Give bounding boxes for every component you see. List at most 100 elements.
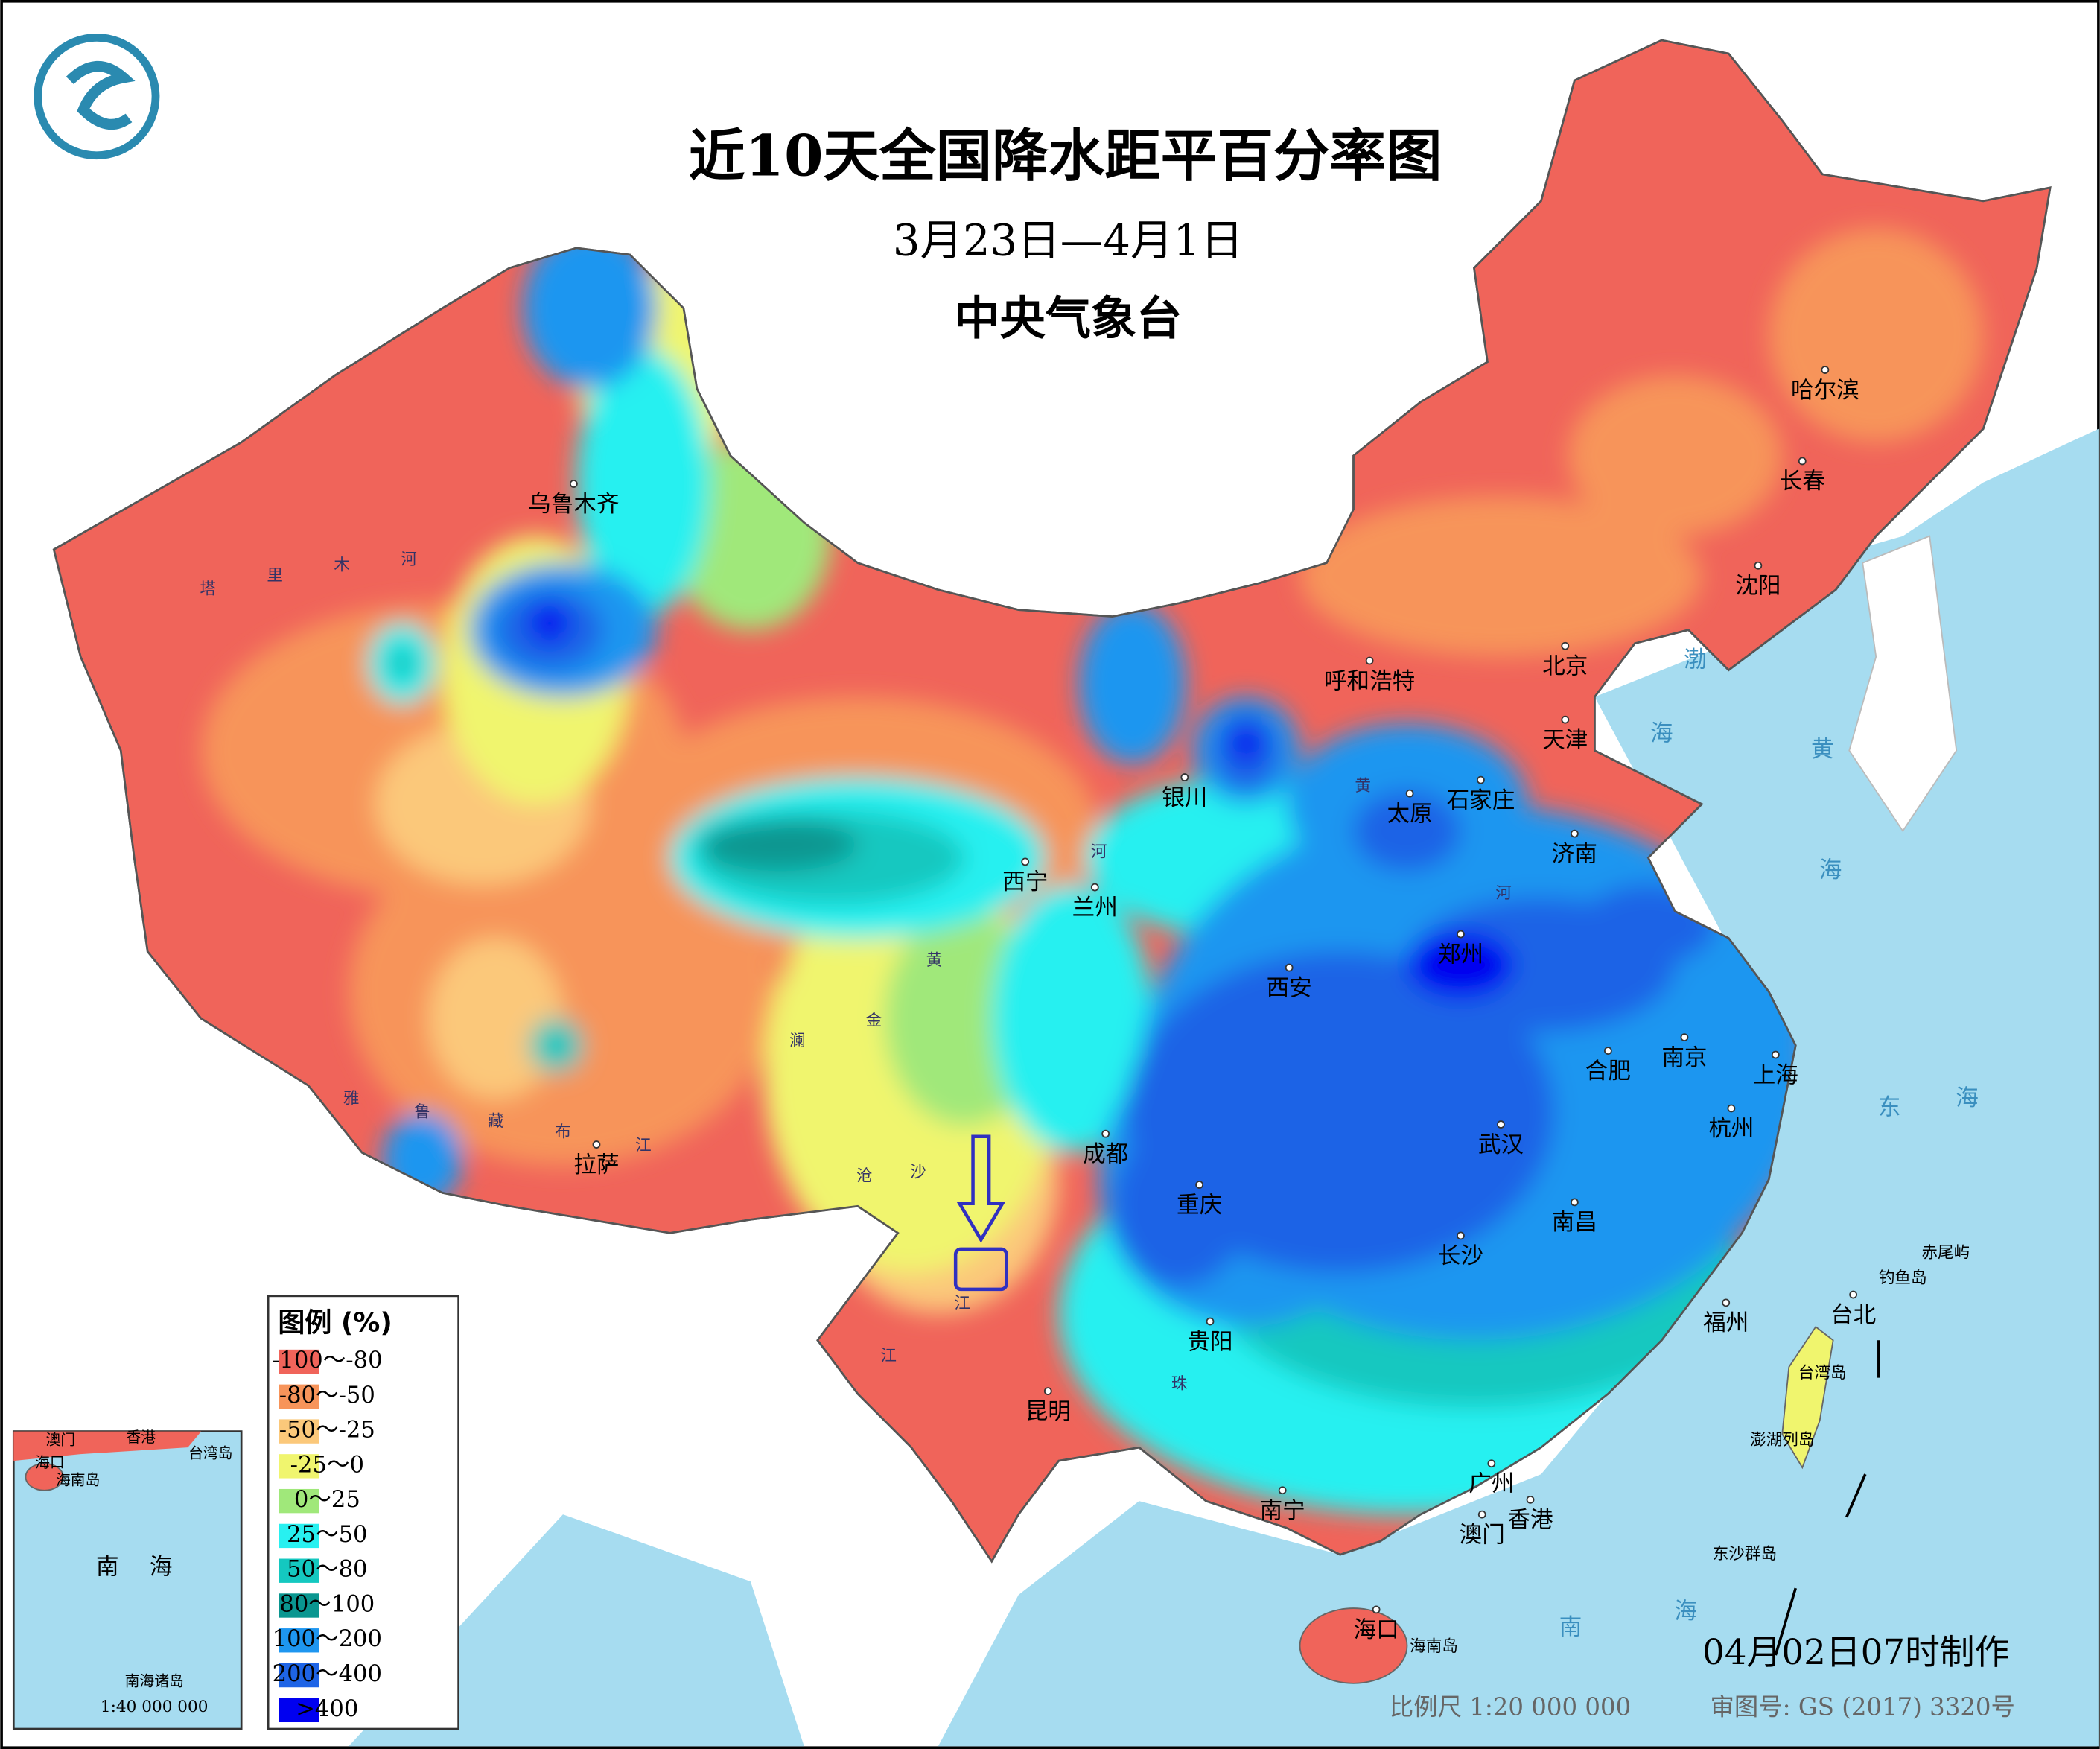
precip-blob bbox=[1112, 1126, 1247, 1287]
legend-title: 图例 (%) bbox=[278, 1308, 392, 1339]
city-label: 乌鲁木齐 bbox=[528, 492, 619, 518]
city-label: 哈尔滨 bbox=[1791, 378, 1859, 404]
river-label: 江 bbox=[880, 1347, 897, 1365]
city-dot bbox=[1278, 1486, 1287, 1495]
sea-label: 东 bbox=[1878, 1094, 1901, 1120]
city-dot bbox=[1487, 1459, 1496, 1468]
highlight-box bbox=[953, 1247, 1008, 1292]
city-dot bbox=[1526, 1495, 1535, 1504]
city-label: 西安 bbox=[1267, 975, 1312, 1001]
hainan bbox=[1299, 1607, 1408, 1684]
inset-label: 南海诸岛 bbox=[125, 1673, 184, 1690]
city-label: 澳门 bbox=[1460, 1522, 1505, 1548]
legend-label: 25～50 bbox=[287, 1522, 367, 1548]
city-dot bbox=[1561, 641, 1570, 650]
river-label: 鲁 bbox=[414, 1102, 430, 1121]
scale: 比例尺 1:20 000 000 bbox=[1390, 1693, 1631, 1721]
city-dot bbox=[1405, 789, 1414, 798]
city-label: 台北 bbox=[1830, 1302, 1876, 1328]
logo-mark bbox=[66, 60, 136, 130]
boundary-mark bbox=[1845, 1473, 1867, 1518]
inset-land bbox=[13, 1431, 202, 1461]
city-label: 贵阳 bbox=[1187, 1329, 1232, 1355]
river-label: 黄 bbox=[1355, 777, 1371, 796]
legend-swatch bbox=[279, 1488, 319, 1514]
city-dot bbox=[569, 480, 578, 488]
inset-label: 海口 bbox=[35, 1454, 65, 1471]
river-label: 里 bbox=[267, 567, 283, 585]
river-label: 藏 bbox=[488, 1112, 504, 1131]
city-dot bbox=[1603, 1047, 1612, 1055]
city-dot bbox=[1206, 1317, 1215, 1326]
city-label: 太原 bbox=[1387, 801, 1433, 827]
legend-label: -80～-50 bbox=[279, 1383, 375, 1409]
legend-swatch bbox=[279, 1349, 319, 1374]
sea-label: 海 bbox=[1674, 1599, 1697, 1625]
sea-label: 海 bbox=[1819, 857, 1842, 883]
city-dot bbox=[1457, 1231, 1465, 1240]
city-label: 长沙 bbox=[1438, 1243, 1483, 1269]
city-dot bbox=[1497, 1120, 1505, 1129]
city-dot bbox=[1571, 829, 1579, 838]
legend-label: -100～-80 bbox=[272, 1348, 383, 1374]
city-label: 南宁 bbox=[1260, 1498, 1305, 1524]
sea-label: 黄 bbox=[1811, 737, 1834, 763]
legend-swatch bbox=[279, 1419, 319, 1444]
taiwan bbox=[1781, 1325, 1834, 1470]
city-label: 长春 bbox=[1780, 469, 1825, 495]
inset-label: 香港 bbox=[126, 1429, 156, 1446]
precip-blob bbox=[386, 644, 419, 682]
city-dot bbox=[1195, 1181, 1204, 1189]
precip-field bbox=[201, 227, 1984, 1515]
city-dot bbox=[1477, 1510, 1486, 1519]
city-dot bbox=[1365, 656, 1374, 665]
city-dot bbox=[1043, 1387, 1052, 1396]
city-dot bbox=[1457, 930, 1465, 939]
boundary-mark bbox=[1774, 1587, 1797, 1656]
precip-blob bbox=[1568, 375, 1783, 536]
city-dot bbox=[1372, 1605, 1381, 1614]
precip-blob bbox=[1353, 790, 1461, 872]
city-label: 合肥 bbox=[1585, 1058, 1631, 1085]
made-time: 04月02日07时制作 bbox=[1702, 1633, 2009, 1673]
city-label: 郑州 bbox=[1438, 942, 1483, 968]
river-label: 木 bbox=[334, 556, 350, 574]
precip-blob bbox=[696, 817, 858, 872]
city-dot bbox=[1821, 366, 1830, 374]
city-label: 昆明 bbox=[1025, 1399, 1071, 1425]
city-dot bbox=[592, 1140, 601, 1149]
city-label: 广州 bbox=[1469, 1471, 1514, 1497]
sea-label: 海 bbox=[1956, 1085, 1979, 1111]
city-label: 兰州 bbox=[1072, 895, 1118, 921]
inset-scale: 1:40 000 000 bbox=[101, 1698, 209, 1716]
river-label: 河 bbox=[401, 550, 417, 569]
city-dot bbox=[1090, 883, 1099, 892]
precip-blob bbox=[523, 227, 657, 389]
city-label: 拉萨 bbox=[573, 1152, 619, 1178]
river-label: 河 bbox=[1495, 884, 1512, 903]
island-label: 澎湖列岛 bbox=[1750, 1431, 1814, 1450]
title: 近10天全国降水距平百分率图 bbox=[689, 122, 1442, 188]
legend-swatch bbox=[279, 1384, 319, 1409]
inset-label: 南 bbox=[96, 1555, 119, 1581]
river-label: 江 bbox=[635, 1136, 652, 1155]
city-dot bbox=[1849, 1290, 1858, 1299]
city-dot bbox=[1180, 773, 1189, 781]
precip-blob bbox=[1229, 725, 1263, 763]
city-dot bbox=[1798, 457, 1807, 466]
arrow bbox=[956, 1134, 1006, 1243]
river-label: 河 bbox=[1091, 842, 1107, 861]
city-label: 重庆 bbox=[1177, 1193, 1222, 1219]
city-dot bbox=[1680, 1033, 1689, 1042]
legend-swatch bbox=[279, 1698, 319, 1723]
city-label: 天津 bbox=[1542, 727, 1588, 753]
city-label: 北京 bbox=[1542, 654, 1588, 680]
river-label: 布 bbox=[555, 1123, 571, 1141]
city-label: 海口 bbox=[1354, 1617, 1399, 1643]
island-label: 东沙群岛 bbox=[1713, 1545, 1777, 1564]
city-label: 南昌 bbox=[1552, 1210, 1597, 1236]
legend-label: 80～100 bbox=[279, 1591, 375, 1617]
city-dot bbox=[1021, 857, 1030, 866]
city-label: 西宁 bbox=[1002, 869, 1048, 895]
